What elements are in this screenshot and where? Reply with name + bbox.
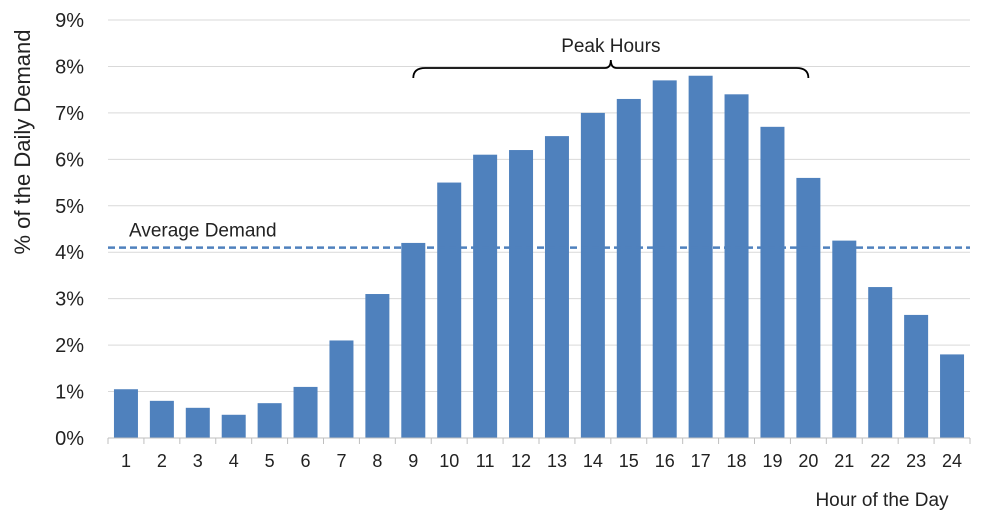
x-tick-label: 4 [229,451,239,471]
x-tick-label: 21 [834,451,854,471]
y-tick-label: 8% [55,56,84,78]
x-tick-label: 12 [511,451,531,471]
bar [940,354,965,438]
x-tick-label: 24 [942,451,962,471]
bar [544,136,569,438]
bar [365,294,390,438]
bar [724,94,749,439]
x-tick-label: 14 [583,451,603,471]
x-tick-label: 3 [193,451,203,471]
bar [688,75,713,438]
bar [868,287,893,438]
y-tick-label: 2% [55,335,84,357]
bar [113,389,138,438]
x-tick-label: 6 [301,451,311,471]
x-tick-label: 15 [619,451,639,471]
x-tick-label: 1 [121,451,131,471]
bar [401,242,426,438]
x-axis-ticks: 1 2 3 4 5 6 7 8 9 10 11 12 13 14 15 16 17 18 19 20 21 22 23 24 [107,438,971,471]
x-tick-label: 11 [476,451,495,471]
x-tick-label: 5 [265,451,275,471]
x-tick-label: 22 [870,451,890,471]
y-tick-label: 1% [55,382,84,404]
bar [437,182,462,438]
peak-hours-label: Peak Hours [561,36,660,57]
bar [293,386,318,438]
average-demand-label: Average Demand [129,221,277,242]
bar [652,80,677,438]
y-tick-label: 3% [55,289,84,311]
y-tick-label: 4% [55,242,84,264]
bar [580,112,605,438]
x-tick-label: 23 [906,451,926,471]
bar [616,98,641,438]
x-tick-label: 2 [157,451,167,471]
x-tick-label: 18 [727,451,747,471]
y-tick-label: 5% [55,196,84,218]
x-tick-label: 17 [691,451,711,471]
y-tick-label: 9% [55,10,84,32]
x-tick-label: 10 [439,451,459,471]
bar [796,177,821,438]
bar [832,240,857,438]
bars [113,75,965,439]
y-tick-label: 6% [55,149,84,171]
y-axis-label: % of the Daily Demand [10,30,35,255]
bar [904,314,929,438]
bar [760,126,785,439]
x-axis-label: Hour of the Day [815,490,949,511]
bar [221,414,246,438]
bar [185,407,210,438]
y-axis-ticks: 0% 1% 2% 3% 4% 5% 6% 7% 8% 9% [55,10,84,450]
x-tick-label: 13 [547,451,567,471]
x-tick-label: 19 [762,451,782,471]
x-tick-label: 20 [798,451,818,471]
bar [257,403,282,438]
bar [509,150,534,439]
x-tick-label: 16 [655,451,675,471]
x-tick-label: 7 [336,451,346,471]
peak-hours-bracket [412,59,810,79]
bar [473,154,498,438]
bar [149,400,174,438]
y-tick-label: 0% [55,428,84,450]
gridlines [108,19,970,393]
y-tick-label: 7% [55,103,84,125]
x-tick-label: 9 [408,451,418,471]
x-tick-label: 8 [372,451,382,471]
bar [329,340,354,438]
